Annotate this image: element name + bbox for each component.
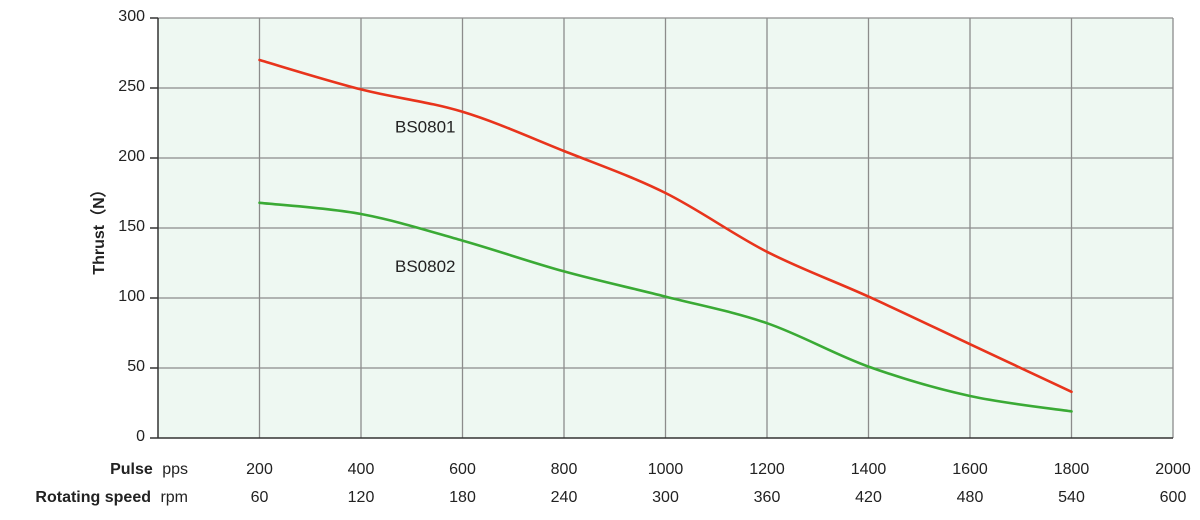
axes bbox=[150, 17, 1173, 439]
x-tick-label-pulse: 1000 bbox=[648, 461, 684, 478]
x-tick-label-speed: 480 bbox=[957, 489, 984, 506]
grid-lines bbox=[158, 17, 1174, 438]
y-tick-label: 0 bbox=[136, 428, 145, 445]
y-tick-label: 150 bbox=[118, 218, 145, 235]
x-tick-labels: 200 60 400 120 600 180 800 240 1000 300 1200 360 140… bbox=[246, 461, 1191, 506]
x-tick-label-speed: 420 bbox=[855, 489, 882, 506]
series-lines bbox=[258, 58, 1073, 413]
x-tick-label-speed: 360 bbox=[754, 489, 781, 506]
series-line-bs0801 bbox=[258, 58, 1073, 394]
x-tick-label-pulse: 600 bbox=[449, 461, 476, 478]
series-label-bs0801: BS0801 bbox=[395, 117, 456, 136]
x-tick-label-pulse: 2000 bbox=[1155, 461, 1191, 478]
x-axis-label-pulse-name: Pulse bbox=[110, 461, 153, 478]
x-tick-label-pulse: 1800 bbox=[1054, 461, 1090, 478]
x-tick-label-pulse: 200 bbox=[246, 461, 273, 478]
y-axis-label: Thrust（N） bbox=[90, 181, 108, 274]
x-tick-label-speed: 180 bbox=[449, 489, 476, 506]
y-tick-label: 300 bbox=[118, 8, 145, 25]
x-tick-label-speed: 240 bbox=[551, 489, 578, 506]
series-label-bs0802: BS0802 bbox=[395, 257, 456, 276]
series-line-bs0802 bbox=[258, 201, 1073, 413]
x-tick-label-pulse: 1400 bbox=[851, 461, 887, 478]
y-tick-label: 50 bbox=[127, 358, 145, 375]
x-axis-label-speed-unit: rpm bbox=[160, 489, 188, 506]
x-tick-label-speed: 600 bbox=[1160, 489, 1187, 506]
x-axis-label-pulse-unit: pps bbox=[162, 461, 188, 478]
x-tick-label-pulse: 1200 bbox=[749, 461, 785, 478]
x-tick-label-pulse: 800 bbox=[551, 461, 578, 478]
x-axis-label-pulse: Pulse pps bbox=[110, 461, 188, 478]
series-labels: BS0801 BS0802 bbox=[395, 117, 456, 276]
x-tick-label-speed: 300 bbox=[652, 489, 679, 506]
y-tick-label: 200 bbox=[118, 148, 145, 165]
x-axis-label-speed-name: Rotating speed bbox=[35, 489, 151, 506]
x-tick-label-pulse: 1600 bbox=[952, 461, 988, 478]
x-tick-label-speed: 540 bbox=[1058, 489, 1085, 506]
y-tick-label: 250 bbox=[118, 78, 145, 95]
x-axis-label-rotating-speed: Rotating speed rpm bbox=[35, 489, 188, 506]
x-tick-label-pulse: 400 bbox=[348, 461, 375, 478]
x-tick-label-speed: 120 bbox=[348, 489, 375, 506]
x-tick-label-speed: 60 bbox=[251, 489, 269, 506]
y-tick-label: 100 bbox=[118, 288, 145, 305]
y-tick-labels: 0 50 100 150 200 250 300 bbox=[118, 8, 145, 445]
